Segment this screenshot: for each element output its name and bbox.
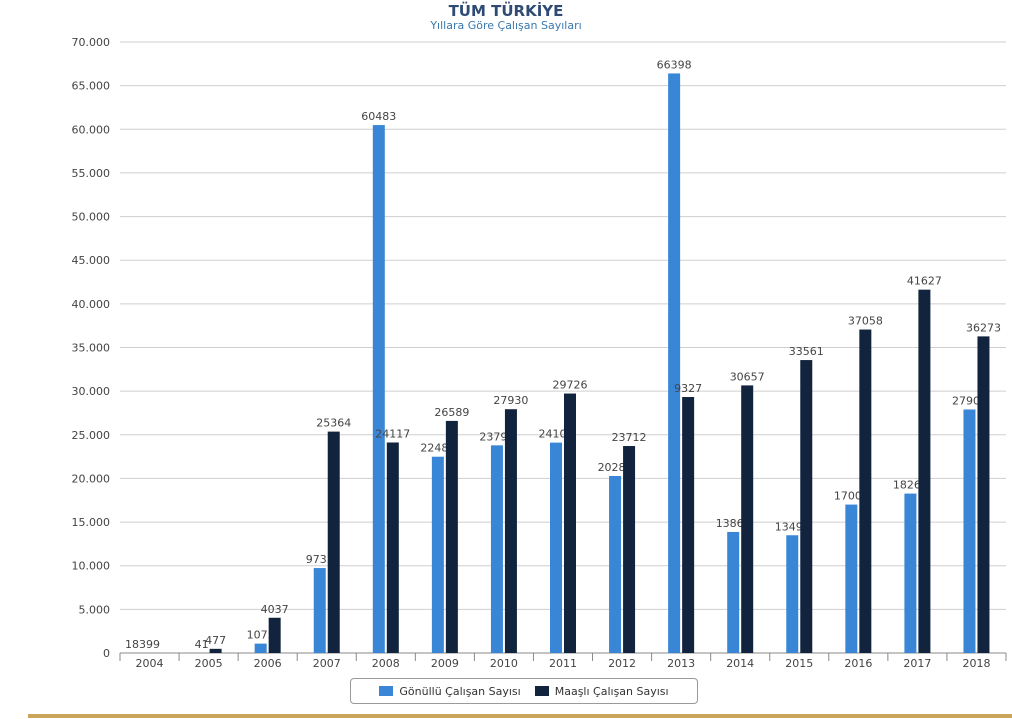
y-tick-label: 20.000 <box>72 472 111 485</box>
data-label: 26589 <box>434 406 469 419</box>
data-label: 33561 <box>789 345 824 358</box>
data-label: 30657 <box>730 370 765 383</box>
data-label: 4037 <box>261 603 289 616</box>
y-tick-label: 40.000 <box>72 298 111 311</box>
bar-maasli <box>800 360 813 653</box>
data-label: 41 <box>195 638 209 651</box>
y-tick-label: 50.000 <box>72 211 111 224</box>
y-tick-label: 60.000 <box>72 123 111 136</box>
bar-gonullu <box>609 475 622 653</box>
bar-gonullu <box>963 409 976 653</box>
bar-gonullu <box>254 643 267 653</box>
x-tick-label: 2015 <box>785 657 813 670</box>
y-tick-label: 70.000 <box>72 36 111 49</box>
x-tick-label: 2012 <box>608 657 636 670</box>
bar-gonullu <box>668 73 681 654</box>
data-label: 23712 <box>612 431 647 444</box>
bar-gonullu <box>372 125 385 653</box>
legend-swatch-gonullu <box>379 686 394 696</box>
bar-maasli <box>977 336 990 653</box>
chart-subtitle: Yıllara Göre Çalışan Sayıları <box>430 19 582 32</box>
x-tick-label: 2013 <box>667 657 695 670</box>
y-tick-label: 5.000 <box>79 603 111 616</box>
data-label: 60483 <box>361 110 396 123</box>
y-tick-label: 15.000 <box>72 516 111 529</box>
legend-item-gonullu[interactable]: Gönüllü Çalışan Sayısı <box>379 684 521 698</box>
bar-gonullu <box>904 493 917 653</box>
x-tick-label: 2018 <box>962 657 990 670</box>
legend-label-maasli: Maaşlı Çalışan Sayısı <box>554 684 669 698</box>
y-tick-label: 45.000 <box>72 254 111 267</box>
x-tick-label: 2017 <box>903 657 931 670</box>
bar-maasli <box>918 289 931 653</box>
data-label: 9327 <box>674 382 702 395</box>
x-tick-label: 2009 <box>431 657 459 670</box>
bar-maasli <box>504 409 517 653</box>
y-tick-label: 10.000 <box>72 560 111 573</box>
bar-gonullu <box>313 568 326 653</box>
bar-maasli <box>445 420 458 653</box>
bar-maasli <box>386 442 399 653</box>
bar-gonullu <box>490 445 503 653</box>
data-label: 18399 <box>125 638 160 651</box>
y-tick-label: 65.000 <box>72 80 111 93</box>
data-label: 37058 <box>848 315 883 328</box>
x-tick-label: 2014 <box>726 657 754 670</box>
x-tick-label: 2010 <box>490 657 518 670</box>
bar-maasli <box>623 446 636 653</box>
x-tick-label: 2006 <box>254 657 282 670</box>
data-label: 29726 <box>553 379 588 392</box>
y-tick-label: 30.000 <box>72 385 111 398</box>
x-tick-label: 2008 <box>372 657 400 670</box>
y-tick-label: 25.000 <box>72 429 111 442</box>
bar-maasli <box>327 431 340 653</box>
data-label: 1075 <box>247 629 275 642</box>
data-label: 36273 <box>966 321 1001 334</box>
data-label: 41627 <box>907 275 942 288</box>
bar-gonullu <box>786 535 799 653</box>
data-label: 9733 <box>306 553 334 566</box>
data-label: 25364 <box>316 417 351 430</box>
bar-maasli <box>268 617 281 653</box>
bar-gonullu <box>431 456 444 653</box>
bar-gonullu <box>727 531 740 653</box>
x-tick-label: 2005 <box>195 657 223 670</box>
y-tick-label: 0 <box>103 647 110 660</box>
legend-label-gonullu: Gönüllü Çalışan Sayısı <box>399 684 521 698</box>
legend: Gönüllü Çalışan Sayısı Maaşlı Çalışan Sa… <box>350 678 698 704</box>
bar-maasli <box>564 393 576 653</box>
data-label: 27930 <box>493 394 528 407</box>
x-tick-label: 2004 <box>136 657 164 670</box>
y-tick-label: 55.000 <box>72 167 111 180</box>
bar-maasli <box>209 648 222 653</box>
y-tick-label: 35.000 <box>72 342 111 355</box>
bar-maasli <box>859 329 872 653</box>
bar-maasli <box>741 385 754 653</box>
legend-item-maasli[interactable]: Maaşlı Çalışan Sayısı <box>534 684 669 698</box>
x-tick-label: 2011 <box>549 657 577 670</box>
x-tick-label: 2016 <box>844 657 872 670</box>
chart-title: TÜM TÜRKİYE <box>448 2 564 20</box>
x-tick-label: 2007 <box>313 657 341 670</box>
data-label: 477 <box>205 634 226 647</box>
legend-swatch-maasli <box>534 686 549 696</box>
data-label: 66398 <box>657 58 692 71</box>
bar-maasli <box>682 397 695 653</box>
bar-gonullu <box>845 504 858 653</box>
bar-gonullu <box>550 442 562 653</box>
data-label: 24117 <box>375 427 410 440</box>
bottom-accent-bar <box>28 714 1012 718</box>
